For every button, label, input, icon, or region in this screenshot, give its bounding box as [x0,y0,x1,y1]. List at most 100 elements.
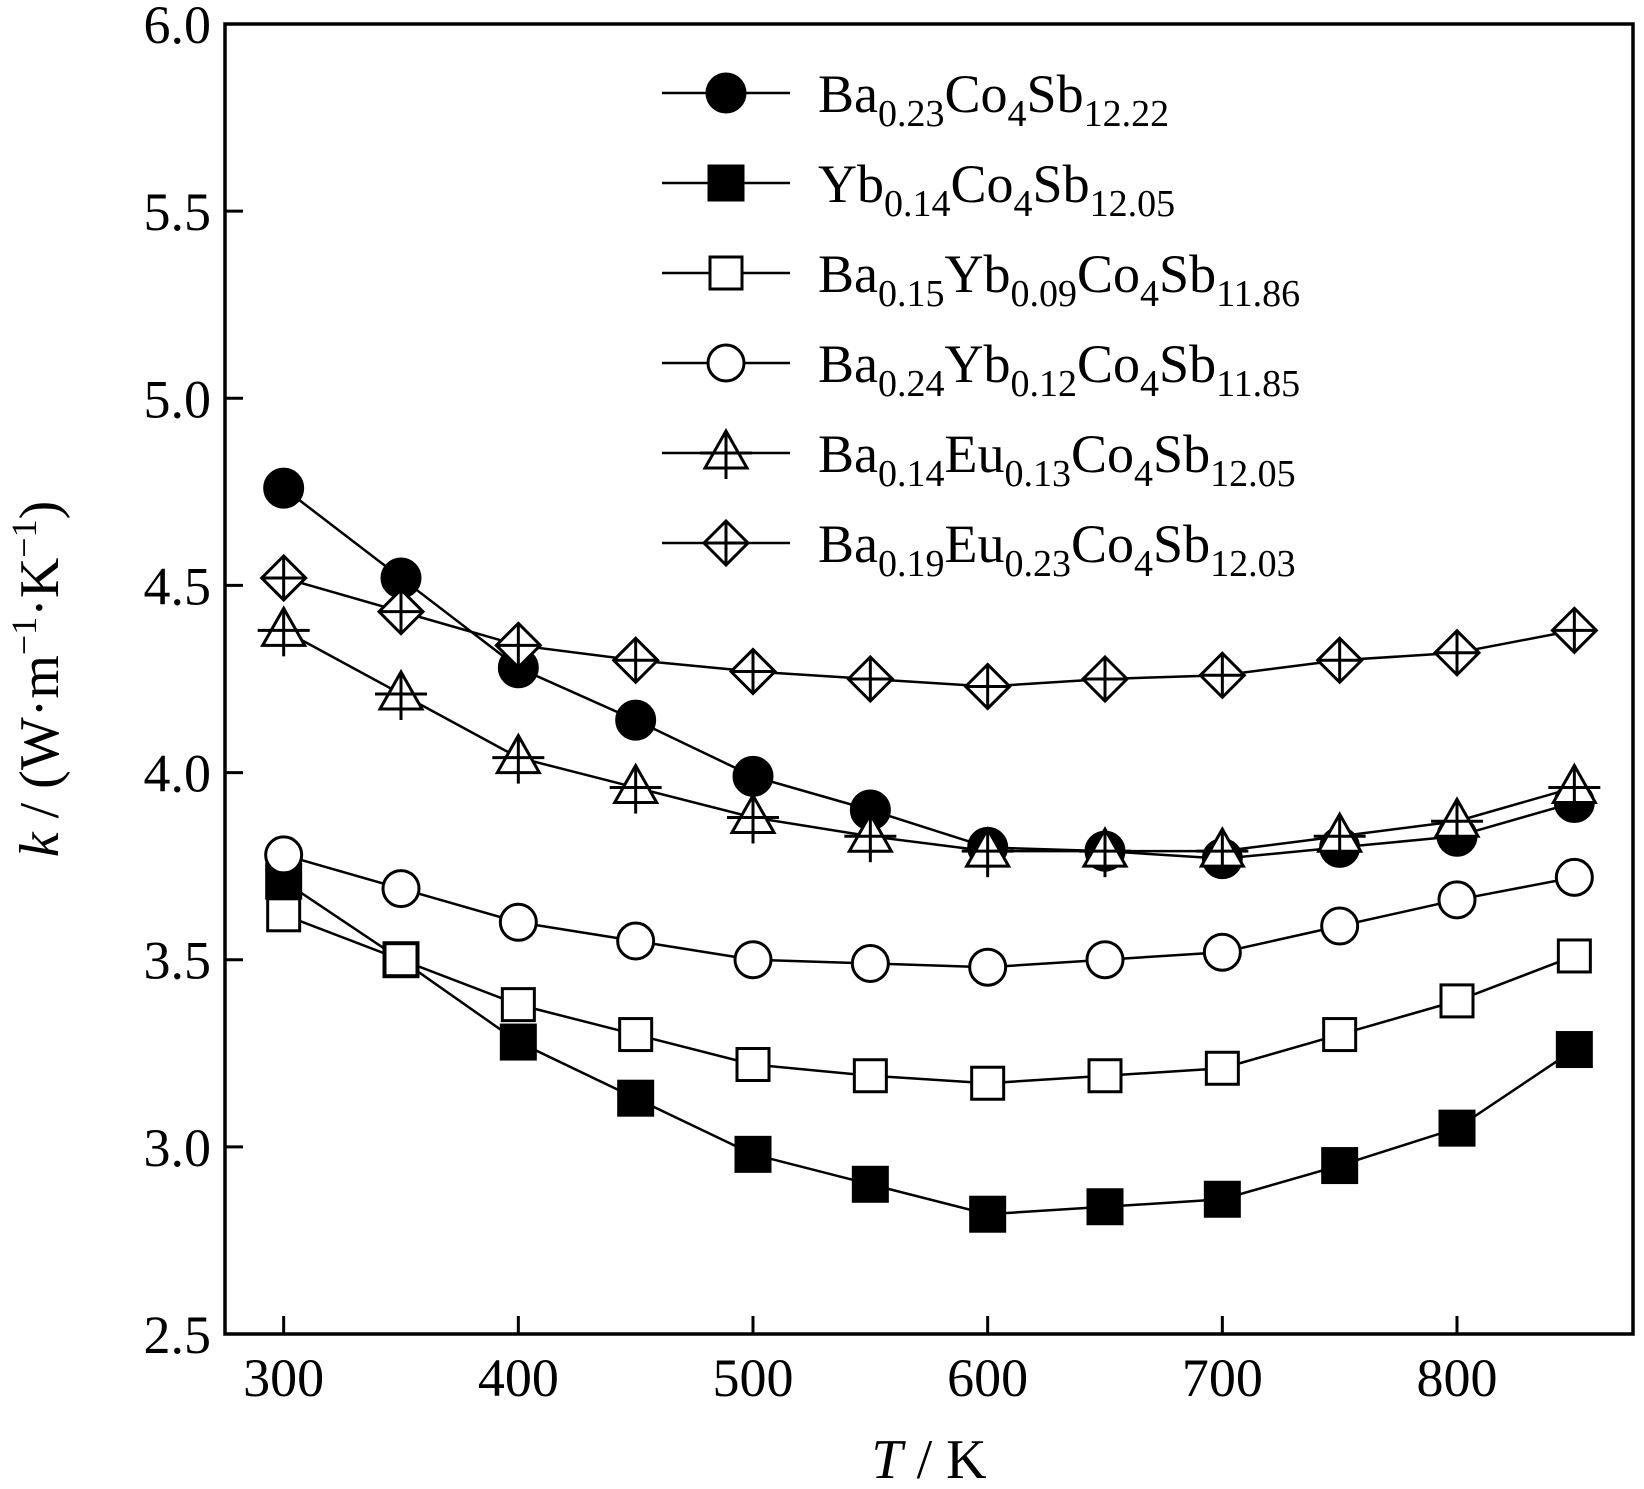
data-point-s4 [1437,880,1477,920]
data-point-s5 [1313,811,1366,863]
data-point-s4 [616,921,656,961]
legend-label: Ba0.14Eu0.13Co4Sb12.05 [818,424,1296,495]
data-point-s5 [375,668,427,720]
data-point-s3 [1556,938,1592,974]
data-point-s5 [1196,826,1249,878]
data-point-s4 [264,835,304,875]
data-point-s4 [1202,932,1242,972]
data-point-s6 [963,662,1012,711]
data-point-s6 [1432,628,1482,677]
x-tick-label: 300 [243,1348,324,1408]
data-point-s5 [1431,796,1483,848]
data-point-s2 [734,1135,772,1173]
data-point-s2 [969,1195,1007,1233]
legend-label: Ba0.23Co4Sb12.22 [818,64,1169,135]
data-point-s4 [850,943,890,983]
plot-frame [223,22,1635,1336]
x-axis-title: T / K [871,1429,986,1489]
legend-label: Ba0.15Yb0.09Co4Sb11.86 [818,244,1300,315]
data-point-s1 [263,467,305,509]
x-tick-label: 600 [947,1348,1028,1408]
legend-entry-2: Yb0.14Co4Sb12.05 [662,154,1175,225]
data-point-s4 [1554,857,1594,897]
legend-label: Yb0.14Co4Sb12.05 [818,154,1175,225]
data-point-s3 [1322,1017,1358,1053]
x-axis-variable: T [871,1429,906,1489]
data-point-s3 [1204,1050,1240,1086]
legend-entry-3: Ba0.15Yb0.09Co4Sb11.86 [662,244,1300,315]
data-point-s4 [968,947,1008,987]
data-point-s6 [1198,651,1247,700]
y-tick-label: 3.5 [144,931,212,991]
y-axis-unit-close: ) [9,501,71,520]
data-point-s1 [732,755,774,797]
data-point-s4 [498,902,538,942]
legend-label: Ba0.19Eu0.23Co4Sb12.03 [818,514,1296,585]
data-point-s4 [1085,940,1125,980]
axis-ticks: 300 400 500 600 700 800 2.5 3.0 3.5 4.0 4.5 5.0 5.5 6… [144,0,1498,1408]
y-tick-label: 2.5 [144,1305,212,1365]
series-line-4 [283,853,1575,969]
y-axis-unit: / (W·m [9,655,71,832]
legend-label: Ba0.24Yb0.12Co4Sb11.85 [818,334,1300,405]
y-axis-unit-mid: ·K [9,558,71,617]
x-tick-label: 400 [478,1348,559,1408]
data-point-s6 [846,654,895,704]
data-point-s2 [499,1023,537,1061]
legend-marker [706,343,746,383]
y-tick-label: 6.0 [144,0,212,55]
y-axis-variable: k [9,831,71,857]
y-axis-sup-1: −1 [4,617,44,655]
y-tick-label: 4.0 [144,744,212,804]
y-tick-label: 3.0 [144,1118,212,1178]
data-point-s6 [728,647,778,696]
data-point-s6 [1315,636,1364,685]
data-point-s5 [727,792,779,844]
y-tick-label: 5.5 [144,182,212,242]
data-point-s5 [1548,762,1601,814]
x-tick-label: 500 [713,1348,794,1408]
series-line-6 [283,576,1575,688]
legend-entry-1: Ba0.23Co4Sb12.22 [662,64,1169,135]
data-point-s3 [1439,983,1475,1019]
y-tick-label: 4.5 [144,556,212,616]
data-point-s6 [611,636,660,685]
y-axis-title: k / (W·m−1·K−1) [4,501,71,858]
series-line-3 [283,913,1575,1085]
data-point-s3 [735,1047,771,1083]
data-point-s3 [500,987,536,1023]
legend-entry-6: Ba0.19Eu0.23Co4Sb12.03 [662,514,1296,585]
legend-marker [701,518,751,568]
x-tick-label: 700 [1182,1348,1263,1408]
series-line-5 [283,629,1575,853]
x-tick-label: 800 [1417,1348,1498,1408]
data-point-s6 [1550,606,1599,655]
legend-marker [707,164,745,202]
legend-entry-4: Ba0.24Yb0.12Co4Sb11.85 [662,334,1300,405]
series-lines [282,487,1576,1216]
data-point-s3 [266,897,302,933]
data-point-s5 [844,811,897,863]
legend-marker [708,255,744,291]
data-point-s1 [615,699,657,741]
data-point-s4 [1320,906,1360,946]
data-point-s3 [383,942,419,978]
data-point-s2 [1203,1180,1241,1218]
data-point-s6 [376,587,426,636]
data-point-s6 [259,553,308,603]
data-point-s2 [1321,1147,1359,1185]
legend-entry-5: Ba0.14Eu0.13Co4Sb12.05 [662,424,1296,495]
data-point-s3 [1087,1058,1123,1094]
series-line-2 [282,880,1576,1216]
data-point-s2 [1438,1109,1476,1147]
data-point-s2 [617,1079,655,1117]
data-point-s6 [494,621,543,670]
data-point-s5 [609,762,662,814]
legend: Ba0.23Co4Sb12.22 Yb0.14Co4Sb12.05 Ba0.15Yb… [662,64,1300,585]
data-point-s5 [492,732,545,784]
series-markers [257,467,1601,1233]
y-tick-label: 5.0 [144,369,212,429]
data-point-s4 [733,940,773,980]
data-point-s2 [1086,1188,1124,1226]
legend-marker [700,427,752,479]
